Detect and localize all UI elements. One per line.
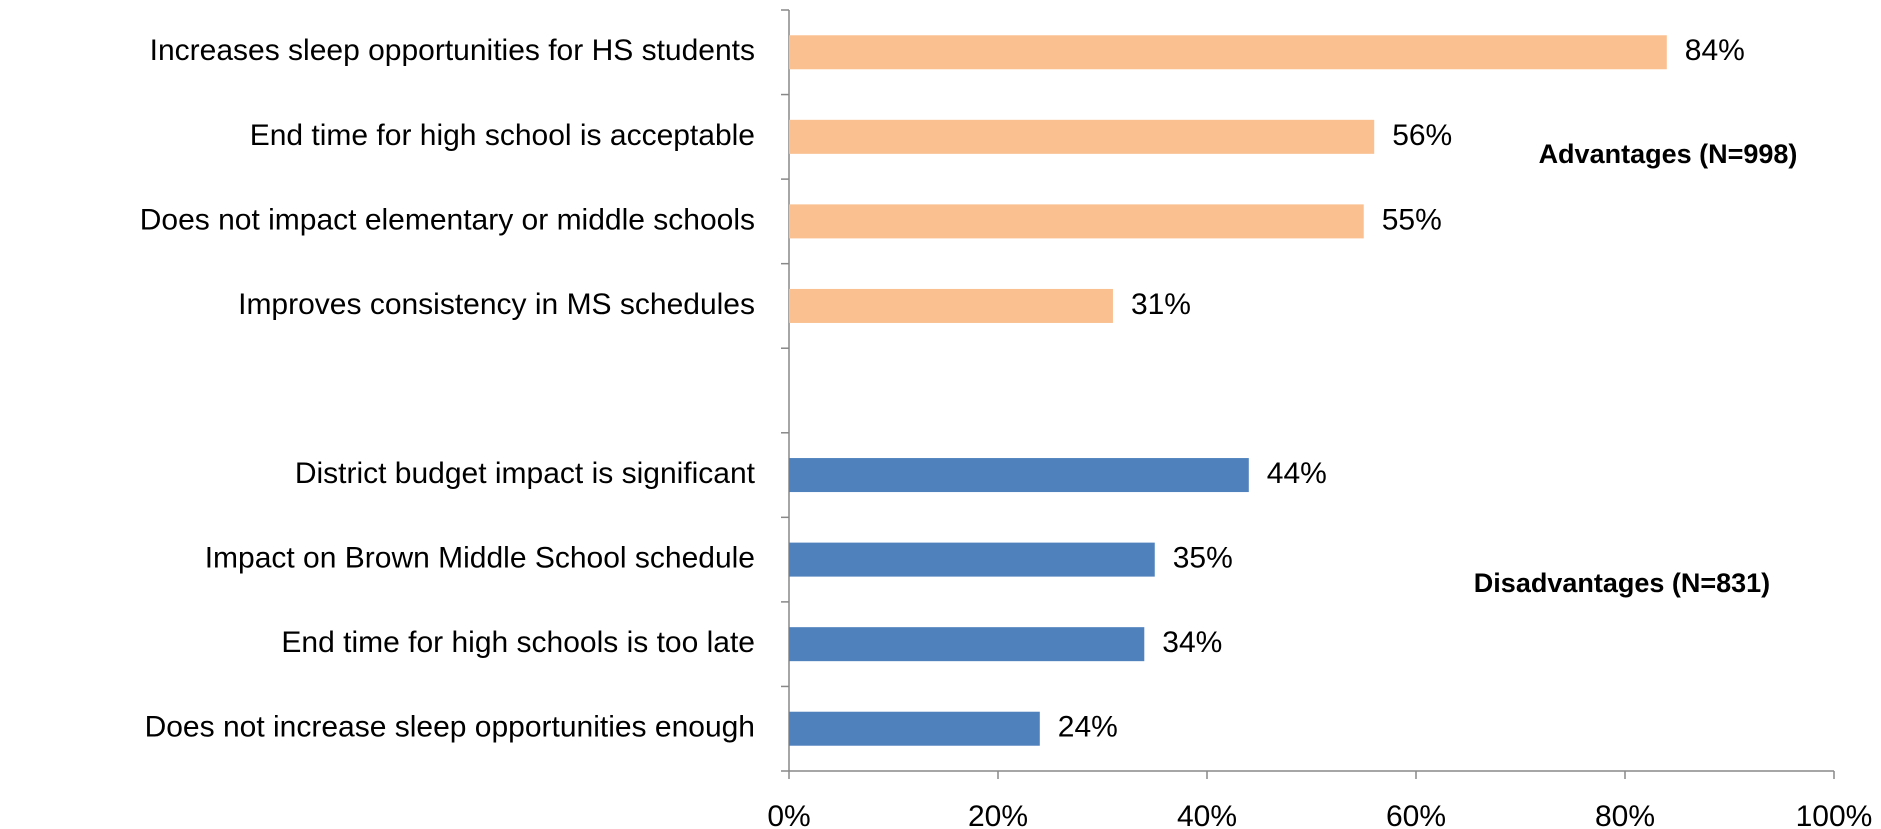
bar [789,288,1113,323]
bar [789,542,1155,577]
value-label: 34% [1162,626,1222,659]
category-label: District budget impact is significant [295,457,756,490]
series-annotation: Disadvantages (N=831) [1474,568,1770,598]
x-tick-label: 100% [1796,800,1873,829]
value-label: 55% [1382,203,1442,236]
bar [789,35,1667,70]
series-annotation: Advantages (N=998) [1539,139,1798,169]
bar [789,711,1040,746]
value-label: 44% [1267,457,1327,490]
category-label: Improves consistency in MS schedules [238,288,755,321]
value-label: 24% [1058,711,1118,744]
category-label: Does not impact elementary or middle sch… [140,203,755,236]
bar [789,119,1375,154]
category-label: End time for high school is acceptable [250,119,755,152]
x-tick-label: 40% [1177,800,1237,829]
x-tick-label: 20% [968,800,1028,829]
bar [789,458,1249,493]
bar [789,204,1364,239]
bar [789,627,1145,662]
x-tick-label: 0% [767,800,810,829]
category-label: Increases sleep opportunities for HS stu… [150,34,755,67]
category-label: Impact on Brown Middle School schedule [205,542,755,575]
value-label: 84% [1685,34,1745,67]
category-label: Does not increase sleep opportunities en… [145,711,755,744]
value-label: 35% [1173,542,1233,575]
value-label: 56% [1392,119,1452,152]
category-label: End time for high schools is too late [281,626,755,659]
x-tick-label: 60% [1386,800,1446,829]
value-label: 31% [1131,288,1191,321]
x-tick-label: 80% [1595,800,1655,829]
